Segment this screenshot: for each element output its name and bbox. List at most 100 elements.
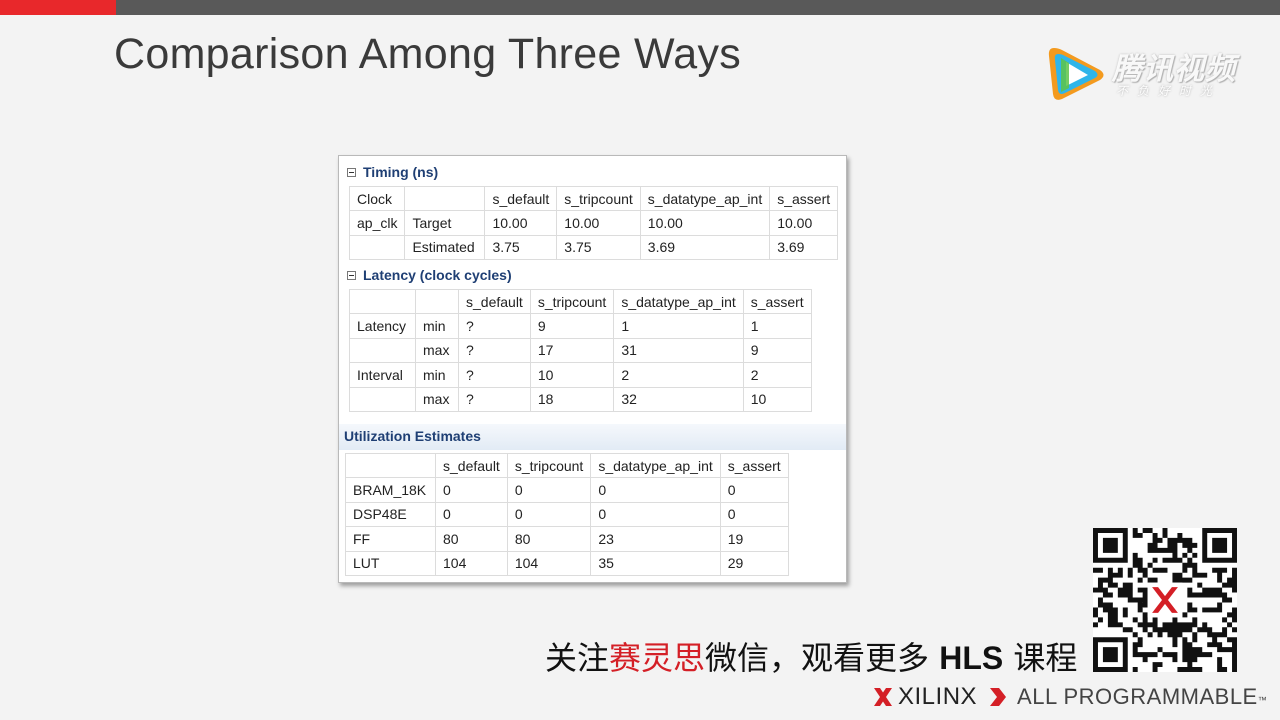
timing-table: Clock s_default s_tripcount s_datatype_a… — [348, 185, 839, 261]
latency-section-header[interactable]: Latency (clock cycles) — [347, 267, 512, 283]
table-cell: 3.69 — [769, 234, 839, 261]
table-header-cell — [349, 288, 416, 315]
table-cell: Estimated — [404, 234, 486, 261]
wechat-hls: HLS — [939, 640, 1004, 676]
table-header-cell: s_assert — [742, 288, 812, 315]
xilinx-tagline: ALL PROGRAMMABLE — [1017, 684, 1258, 709]
table-cell: 9 — [742, 337, 812, 364]
table-header-cell: s_datatype_ap_int — [613, 288, 744, 315]
table-header-cell — [404, 185, 486, 212]
table-cell — [348, 234, 406, 261]
table-cell: ? — [458, 337, 531, 364]
table-cell: FF — [345, 526, 436, 552]
table-cell: 18 — [529, 386, 615, 412]
tencent-video-play-icon — [1048, 48, 1104, 100]
table-cell: 0 — [719, 501, 789, 528]
wechat-promo: 关注赛灵思微信，观看更多 HLS 课程 — [545, 633, 1077, 679]
watermark-title: 腾讯视频 — [1112, 52, 1236, 87]
table-row: Estimated 3.75 3.75 3.69 3.69 — [348, 234, 839, 261]
table-cell: 0 — [719, 477, 789, 503]
table-header-cell — [415, 288, 459, 315]
table-cell: Interval — [349, 362, 416, 388]
table-cell: 0 — [590, 477, 721, 503]
slide-title: Comparison Among Three Ways — [114, 30, 742, 78]
table-header-cell: s_default — [484, 185, 558, 212]
table-cell: 0 — [506, 477, 592, 503]
top-bar — [0, 0, 1280, 15]
table-cell: 29 — [719, 550, 789, 576]
timing-section-header[interactable]: Timing (ns) — [347, 164, 438, 180]
table-row: s_default s_tripcount s_datatype_ap_int … — [349, 288, 812, 315]
latency-table: s_default s_tripcount s_datatype_ap_int … — [349, 288, 812, 412]
table-row: Latency min ? 9 1 1 — [349, 313, 812, 339]
table-header-cell: s_default — [435, 452, 508, 479]
table-cell: 10 — [529, 362, 615, 388]
timing-section-title: Timing (ns) — [363, 164, 439, 180]
table-row: Interval min ? 10 2 2 — [349, 362, 812, 388]
table-cell: 10.00 — [769, 210, 839, 236]
table-row: FF 80 80 23 19 — [345, 526, 789, 552]
table-cell: 80 — [435, 526, 508, 552]
qr-code-icon[interactable] — [1093, 528, 1237, 672]
wechat-middle: 微信，观看更多 — [705, 639, 940, 677]
table-cell: BRAM_18K — [345, 477, 436, 503]
wechat-brand: 赛灵思 — [609, 639, 706, 677]
report-panel: Timing (ns) Clock s_default s_tripcount … — [338, 155, 847, 583]
xilinx-logo-icon — [874, 688, 892, 706]
table-cell: 0 — [590, 501, 721, 528]
table-cell: 1 — [613, 313, 744, 339]
table-cell: 9 — [529, 313, 615, 339]
table-cell: max — [415, 337, 459, 364]
tencent-video-watermark: 腾讯视频 不负好时光 — [1044, 40, 1244, 110]
xilinx-name: XILINX — [898, 683, 978, 710]
table-header-cell: s_assert — [769, 185, 839, 212]
table-cell: Latency — [349, 313, 416, 339]
table-row: LUT 104 104 35 29 — [345, 550, 789, 576]
table-cell: 1 — [742, 313, 812, 339]
table-cell: ? — [458, 362, 531, 388]
top-accent-bar — [0, 0, 116, 15]
table-cell: 23 — [590, 526, 721, 552]
table-header-cell: s_default — [458, 288, 531, 315]
table-cell: 0 — [435, 501, 508, 528]
wechat-suffix: 课程 — [1003, 639, 1078, 677]
table-cell — [349, 386, 416, 412]
table-header-cell — [345, 452, 436, 479]
wechat-prefix: 关注 — [545, 639, 610, 677]
table-cell: 10.00 — [556, 210, 641, 236]
table-cell: 80 — [506, 526, 592, 552]
table-cell: DSP48E — [345, 501, 436, 528]
table-cell: 104 — [435, 550, 508, 576]
table-header-cell: Clock — [348, 185, 406, 212]
table-cell: 17 — [529, 337, 615, 364]
table-header-cell: s_tripcount — [529, 288, 615, 315]
table-header-cell: s_datatype_ap_int — [590, 452, 721, 479]
table-cell: ap_clk — [348, 210, 406, 236]
table-cell: Target — [404, 210, 486, 236]
table-cell: ? — [458, 313, 531, 339]
table-cell: 10 — [742, 386, 812, 412]
table-cell: 2 — [742, 362, 812, 388]
table-row: max ? 17 31 9 — [349, 337, 812, 364]
table-row: ap_clk Target 10.00 10.00 10.00 10.00 — [348, 210, 839, 236]
table-cell: 2 — [613, 362, 744, 388]
utilization-section-title[interactable]: Utilization Estimates — [344, 428, 481, 444]
table-row: Clock s_default s_tripcount s_datatype_a… — [348, 185, 839, 212]
table-header-cell: s_tripcount — [556, 185, 641, 212]
collapse-icon[interactable] — [347, 270, 356, 280]
table-row: DSP48E 0 0 0 0 — [345, 501, 789, 528]
table-cell: 3.75 — [484, 234, 558, 261]
table-cell: 0 — [506, 501, 592, 528]
table-header-cell: s_assert — [719, 452, 789, 479]
table-cell: 3.75 — [556, 234, 641, 261]
table-cell: 35 — [590, 550, 721, 576]
table-cell: min — [415, 313, 459, 339]
utilization-table: s_default s_tripcount s_datatype_ap_int … — [345, 452, 789, 576]
table-row: s_default s_tripcount s_datatype_ap_int … — [345, 452, 789, 479]
table-cell: 32 — [613, 386, 744, 412]
table-cell: min — [415, 362, 459, 388]
table-row: max ? 18 32 10 — [349, 386, 812, 412]
table-cell: 19 — [719, 526, 789, 552]
chevron-right-icon — [990, 688, 1007, 706]
collapse-icon[interactable] — [347, 167, 356, 177]
